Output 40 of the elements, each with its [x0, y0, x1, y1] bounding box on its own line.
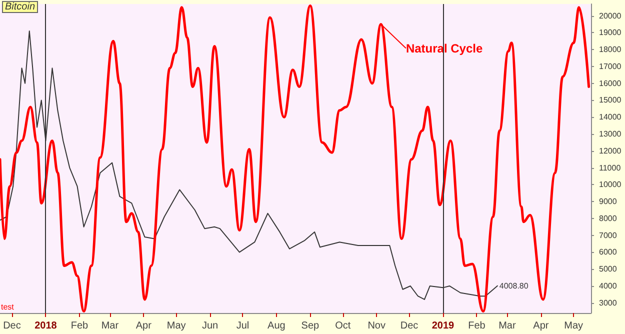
- annotation: 4008.80: [499, 281, 529, 290]
- x-tick-label: Jul: [236, 320, 250, 332]
- y-tick-label: 18000: [599, 45, 622, 54]
- y-tick-label: 13000: [599, 130, 622, 139]
- y-tick-label: 9000: [599, 197, 618, 206]
- y-tick-label: 7000: [599, 230, 618, 240]
- y-tick-label: 20000: [599, 11, 622, 20]
- annotation: test: [1, 302, 15, 312]
- y-tick-label: 6000: [599, 248, 618, 257]
- x-tick-label: Jun: [202, 320, 218, 332]
- y-tick-label: 15000: [599, 96, 622, 105]
- y-tick-label: 3000: [599, 298, 618, 308]
- y-tick-label: 16000: [599, 78, 622, 88]
- x-tick-label: 2018: [34, 320, 58, 332]
- x-tick-label: Oct: [335, 320, 351, 332]
- x-tick-label: Dec: [3, 320, 21, 332]
- x-tick-label: Dec: [400, 320, 418, 332]
- x-tick-label: Sep: [301, 320, 320, 332]
- line-series: [0, 4, 590, 313]
- chart-title: Bitcoin: [5, 2, 36, 12]
- x-tick-label: Feb: [468, 320, 486, 332]
- x-tick-label: Aug: [268, 320, 286, 332]
- y-tick-label: 10000: [599, 180, 622, 190]
- x-tick-label: Mar: [101, 320, 120, 332]
- x-tick-label: Feb: [70, 320, 89, 332]
- x-tick-label: May: [166, 320, 186, 332]
- x-tick-label: Mar: [498, 320, 516, 332]
- y-tick-label: 12000: [599, 146, 622, 156]
- y-tick-label: 19000: [599, 28, 622, 38]
- y-tick-label: 5000: [599, 264, 618, 274]
- y-tick-label: 8000: [599, 214, 618, 223]
- y-tick-label: 17000: [599, 62, 622, 71]
- x-tick-label: Apr: [136, 320, 152, 332]
- y-tick-label: 14000: [599, 112, 622, 122]
- x-tick-label: 2019: [432, 320, 455, 332]
- x-tick-label: May: [564, 320, 584, 332]
- x-tick-label: Apr: [533, 320, 550, 332]
- y-tick-label: 11000: [599, 163, 622, 172]
- x-tick-label: Nov: [368, 320, 386, 332]
- y-tick-label: 4000: [599, 281, 618, 290]
